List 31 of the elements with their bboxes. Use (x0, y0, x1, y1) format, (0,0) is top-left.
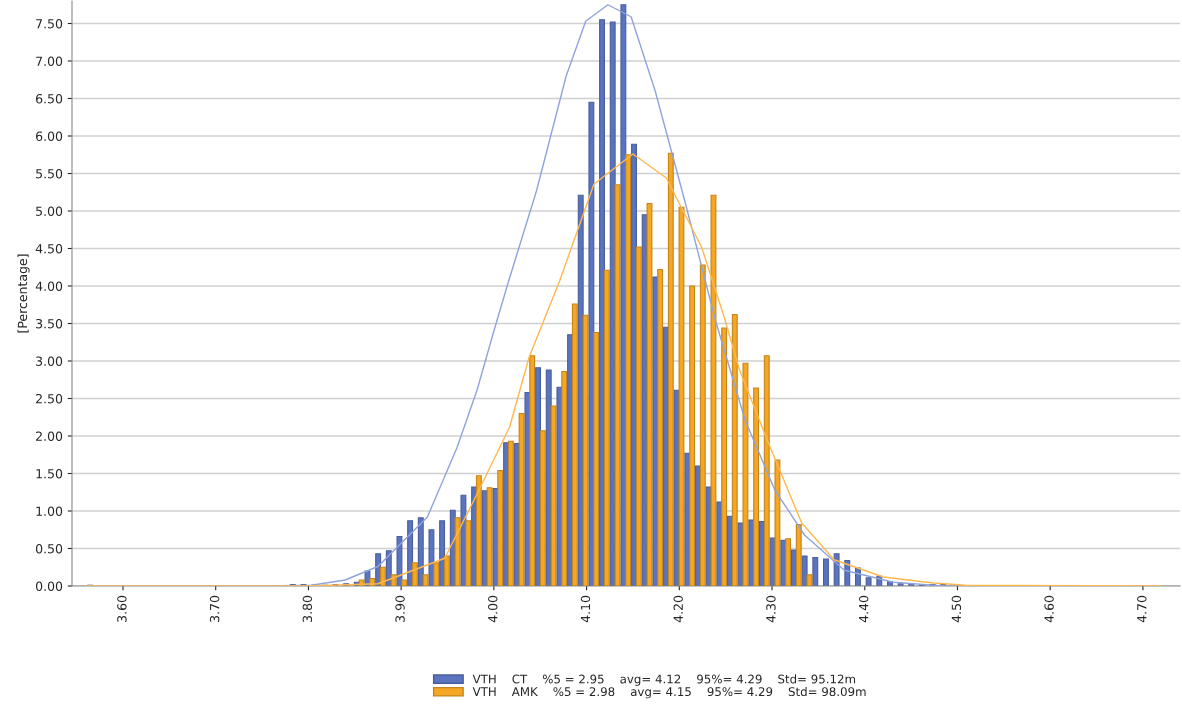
y-tick-label: 6.00 (36, 131, 63, 141)
y-tick-label: 3.00 (36, 356, 63, 366)
y-tick-label: 2.50 (36, 393, 63, 404)
y-tick-label: 3.50 (36, 318, 63, 329)
y-tick-label: 4.00 (35, 281, 63, 291)
x-tick-label: 3.70 (209, 595, 220, 622)
y-tick-label: 7.50 (36, 18, 63, 29)
y-tick-label: 2.00 (36, 431, 63, 441)
y-tick-label: 1.50 (36, 468, 63, 479)
x-tick-label: 4.40 (858, 595, 869, 623)
x-tick-label: 4.50 (951, 595, 962, 623)
x-tick-label: 4.30 (766, 595, 776, 623)
legend-label: VTH CT %5 = 2.95 avg= 4.12 95%= 4.29 Std= 95.12m (472, 674, 856, 686)
x-tick-label: 3.90 (395, 595, 405, 622)
x-tick-label: 4.20 (673, 595, 683, 623)
y-tick-label: 6.50 (36, 93, 63, 104)
x-tick-label: 4.70 (1137, 595, 1147, 623)
y-tick-label: 5.50 (36, 168, 63, 179)
x-tick-label: 4.60 (1044, 595, 1054, 623)
y-tick-label: 0.50 (35, 543, 63, 554)
y-tick-label: 0.00 (35, 581, 63, 591)
y-tick-label: 7.00 (36, 56, 63, 66)
legend-label: VTH AMK %5 = 2.98 avg= 4.15 95%= 4.29 Std= 98.09m (472, 686, 866, 699)
x-tick-label: 4.10 (580, 595, 591, 623)
y-tick-label: 1.00 (36, 506, 63, 516)
x-tick-label: 4.00 (488, 595, 498, 623)
y-tick-label: 4.50 (35, 243, 63, 254)
y-tick-label: 5.00 (36, 206, 63, 216)
y-axis-title: [Percentage] (17, 254, 30, 333)
x-tick-label: 3.60 (117, 595, 127, 622)
x-tick-label: 3.80 (302, 595, 313, 622)
